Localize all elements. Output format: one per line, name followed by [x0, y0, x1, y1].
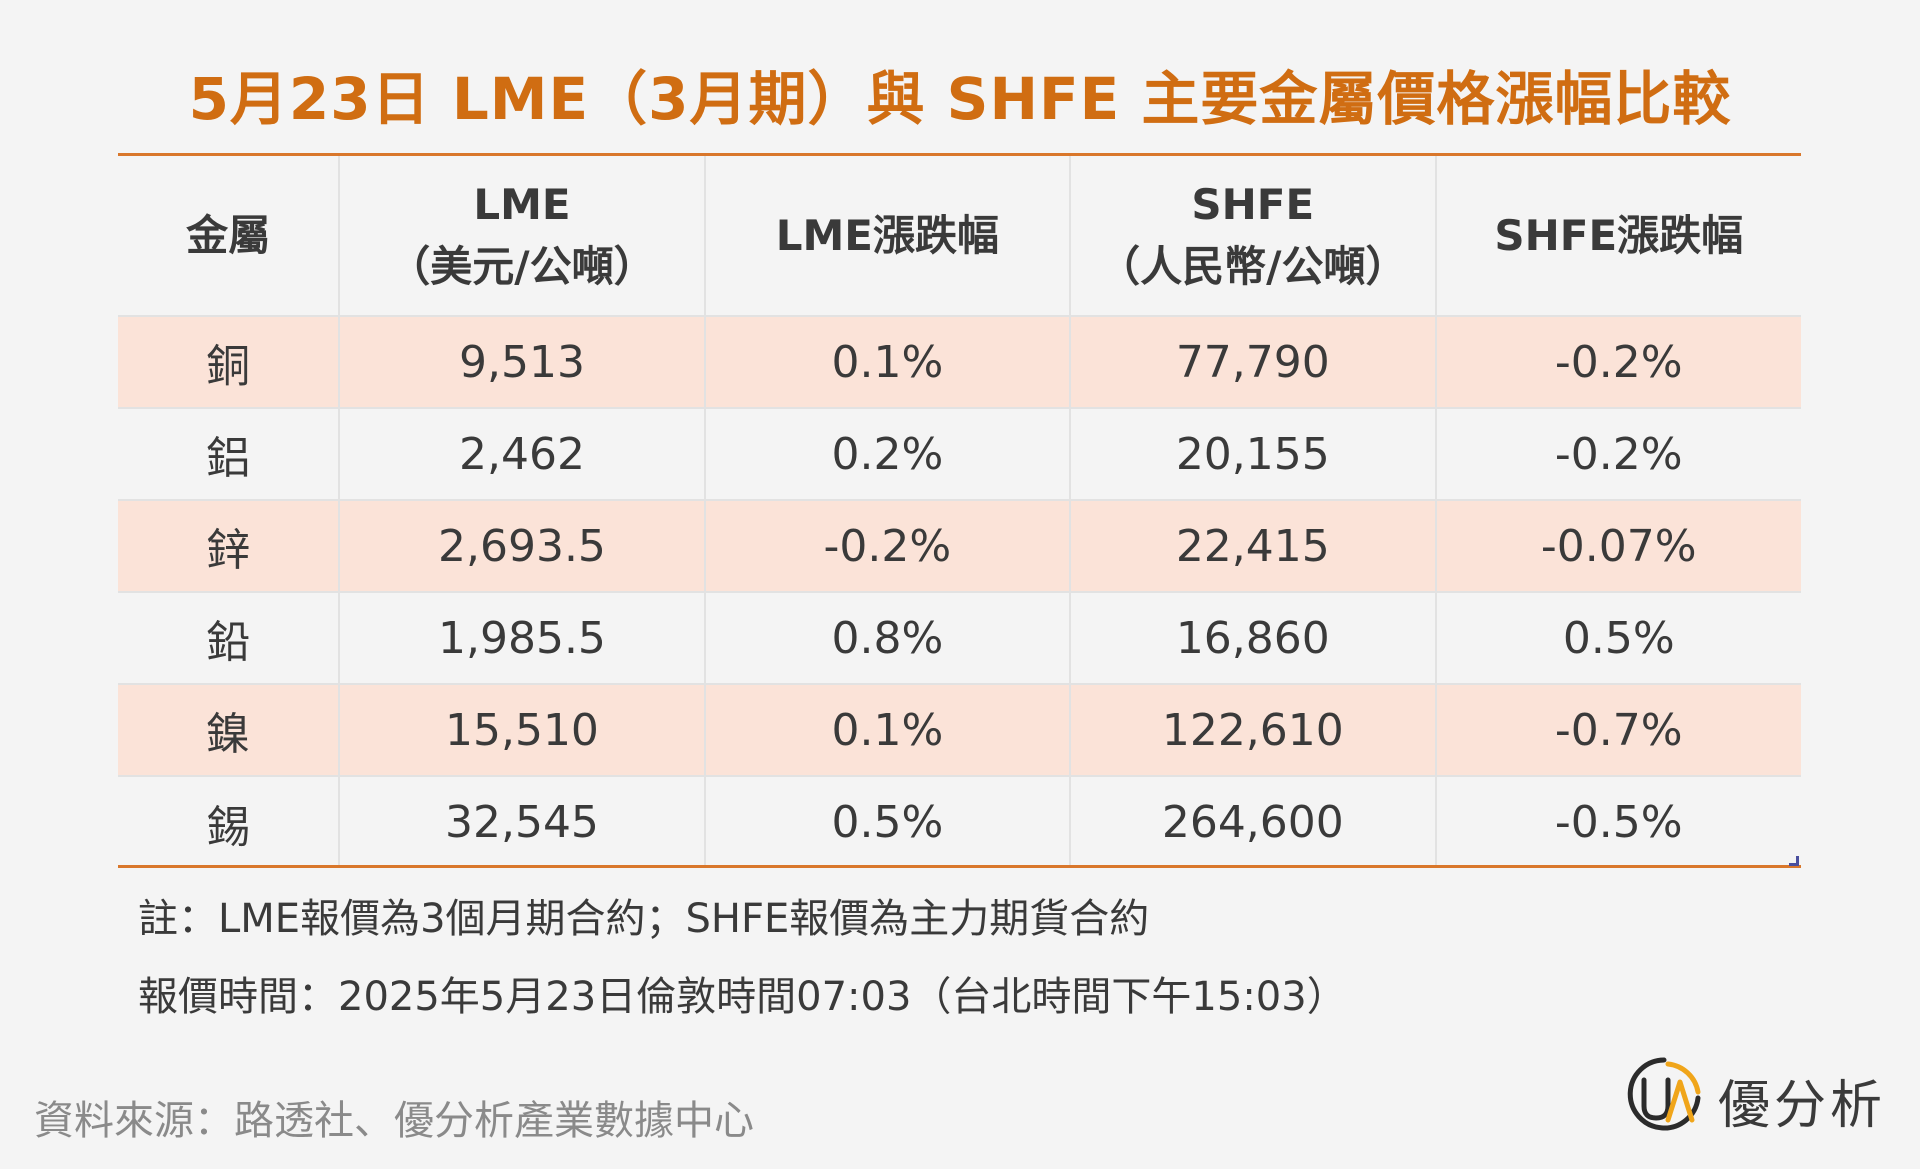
header-row: 金屬 LME （美元/公噸） LME漲跌幅 SHFE （人民幣/公噸） SHFE	[118, 156, 1801, 316]
cell-metal: 銅	[118, 315, 340, 408]
cell-lme-price: 15,510	[338, 683, 705, 776]
table-row: 鋁 2,462 0.2% 20,155 -0.2%	[118, 407, 1801, 500]
table-row: 鉛 1,985.5 0.8% 16,860 0.5%	[118, 591, 1801, 684]
table-row: 銅 9,513 0.1% 77,790 -0.2%	[118, 315, 1801, 408]
header-shfe: SHFE （人民幣/公噸）	[1069, 156, 1436, 316]
cell-shfe-price: 20,155	[1069, 407, 1436, 500]
cell-lme-price: 32,545	[338, 775, 705, 868]
logo-text: 優分析	[1718, 1075, 1887, 1136]
table-row: 鎳 15,510 0.1% 122,610 -0.7%	[118, 683, 1801, 776]
table-row: 鋅 2,693.5 -0.2% 22,415 -0.07%	[118, 499, 1801, 592]
cell-lme-change: 0.2%	[703, 407, 1071, 500]
cell-shfe-change: -0.7%	[1434, 683, 1801, 776]
brand-logo: 優分析	[1624, 1054, 1886, 1146]
cell-lme-change: 0.1%	[703, 683, 1071, 776]
cell-shfe-price: 122,610	[1069, 683, 1436, 776]
table-row: 錫 32,545 0.5% 264,600 -0.5%	[118, 775, 1801, 868]
header-shfe-change: SHFE漲跌幅	[1434, 156, 1801, 316]
cell-metal: 鎳	[118, 683, 340, 776]
header-line2: （人民幣/公噸）	[1098, 241, 1408, 291]
table-bottom-rule	[118, 865, 1801, 868]
header-line1: SHFE漲跌幅	[1494, 210, 1744, 260]
header-line1: SHFE	[1191, 179, 1315, 229]
header-line1: LME漲跌幅	[775, 210, 999, 260]
cell-metal: 鋁	[118, 407, 340, 500]
header-line1: 金屬	[186, 210, 271, 260]
cell-shfe-change: -0.07%	[1434, 499, 1801, 592]
cell-shfe-price: 16,860	[1069, 591, 1436, 684]
source-note: 資料來源：路透社、優分析產業數據中心	[34, 1098, 754, 1144]
header-lme: LME （美元/公噸）	[338, 156, 705, 316]
cell-metal: 錫	[118, 775, 340, 868]
cell-lme-change: -0.2%	[703, 499, 1071, 592]
cell-shfe-change: -0.5%	[1434, 775, 1801, 868]
header-line1: LME	[473, 179, 571, 229]
cell-lme-price: 2,693.5	[338, 499, 705, 592]
cell-shfe-change: -0.2%	[1434, 315, 1801, 408]
header-line2: （美元/公噸）	[388, 241, 656, 291]
corner-mark	[1789, 856, 1799, 866]
chart-title: 5月23日 LME（3月期）與 SHFE 主要金屬價格漲幅比較	[188, 65, 1732, 133]
cell-lme-change: 0.5%	[703, 775, 1071, 868]
header-metal: 金屬	[118, 156, 339, 316]
cell-lme-change: 0.1%	[703, 315, 1071, 408]
cell-lme-change: 0.8%	[703, 591, 1071, 684]
footnote-time: 報價時間：2025年5月23日倫敦時間07:03（台北時間下午15:03）	[138, 974, 1347, 1020]
cell-shfe-change: 0.5%	[1434, 591, 1801, 684]
cell-shfe-change: -0.2%	[1434, 407, 1801, 500]
header-lme-change: LME漲跌幅	[703, 156, 1071, 316]
ua-logo-icon	[1624, 1052, 1704, 1148]
cell-shfe-price: 264,600	[1069, 775, 1436, 868]
price-table-container: 金屬 LME （美元/公噸） LME漲跌幅 SHFE （人民幣/公噸） SHFE	[118, 153, 1801, 868]
cell-lme-price: 1,985.5	[338, 591, 705, 684]
footnote-contract: 註：LME報價為3個月期合約；SHFE報價為主力期貨合約	[138, 896, 1150, 942]
cell-lme-price: 2,462	[338, 407, 705, 500]
cell-shfe-price: 77,790	[1069, 315, 1436, 408]
cell-shfe-price: 22,415	[1069, 499, 1436, 592]
cell-metal: 鋅	[118, 499, 340, 592]
cell-lme-price: 9,513	[338, 315, 705, 408]
cell-metal: 鉛	[118, 591, 340, 684]
price-table: 金屬 LME （美元/公噸） LME漲跌幅 SHFE （人民幣/公噸） SHFE	[118, 156, 1801, 868]
